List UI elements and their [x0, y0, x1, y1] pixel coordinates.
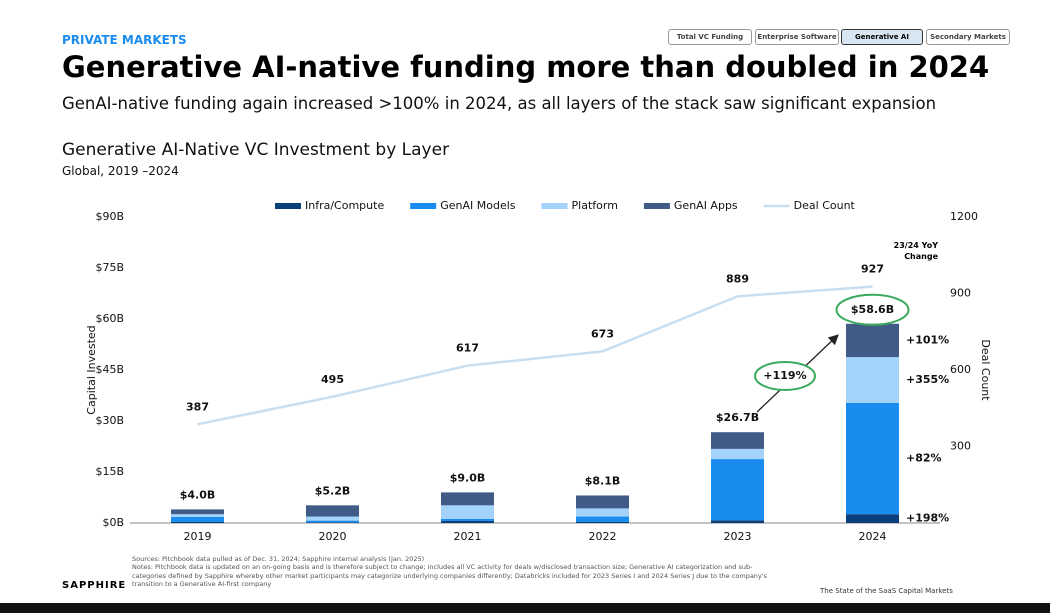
y-tick-label: $45B [95, 363, 124, 376]
total-label: $58.6B [851, 303, 894, 316]
bar-segment [306, 522, 359, 523]
bar-segment [576, 516, 629, 522]
bar-segment [846, 357, 899, 403]
legend-swatch [275, 203, 301, 209]
x-tick-label: 2021 [454, 530, 482, 543]
chart-title: Generative AI-Native VC Investment by La… [62, 140, 450, 160]
total-label: $26.7B [716, 411, 759, 424]
yoy-label: +82% [906, 452, 942, 465]
bar-segment [846, 323, 899, 358]
slide-subtitle: GenAI-native funding again increased >10… [62, 94, 937, 113]
y2-tick-label: 900 [950, 287, 971, 300]
y-tick-label: $15B [95, 465, 124, 478]
bar-segment [711, 448, 764, 460]
deal-count-label: 495 [321, 373, 344, 386]
brand: SAPPHIRE [62, 580, 127, 591]
sources: Sources: Pitchbook data pulled as of Dec… [132, 555, 425, 563]
legend-swatch [410, 203, 437, 209]
legend-swatch [541, 203, 568, 209]
slide-title: Generative AI-native funding more than d… [62, 50, 990, 84]
tab[interactable]: Enterprise Software [755, 29, 839, 45]
y2-tick-label: 300 [950, 440, 971, 453]
bar-segment [441, 520, 494, 523]
bar-segment [711, 459, 764, 521]
bar-segment [711, 520, 764, 523]
tab[interactable]: Secondary Markets [926, 29, 1010, 45]
bar-segment [171, 516, 224, 522]
total-label: $4.0B [180, 488, 216, 501]
bar-segment [306, 520, 359, 523]
total-label: $9.0B [450, 471, 486, 484]
deal-count-line [197, 285, 873, 426]
bottom-bar [0, 603, 1050, 613]
bar-segment [441, 518, 494, 521]
notes: Notes: Pitchbook data is updated on an o… [132, 563, 767, 588]
tab[interactable]: Generative AI [841, 29, 923, 45]
y-tick-label: $30B [95, 414, 124, 427]
deal-count-label: 889 [726, 272, 749, 285]
bar-segment [846, 402, 899, 515]
y-tick-label: $60B [95, 312, 124, 325]
legend-swatch [643, 203, 670, 209]
x-tick-label: 2024 [859, 530, 887, 543]
bar-segment [576, 508, 629, 517]
bar-segment [171, 514, 224, 517]
y2-axis-title: Deal Count [979, 339, 992, 401]
legend-label: GenAI Apps [674, 199, 738, 212]
deal-count-label: 673 [591, 327, 614, 340]
bar-segment [306, 516, 359, 521]
yoy-label: +101% [906, 333, 949, 346]
deal-count-label: 617 [456, 342, 479, 355]
deck-title: The State of the SaaS Capital Markets [820, 587, 953, 595]
bar-segment [846, 514, 899, 523]
yoy-label: +355% [906, 373, 949, 386]
bar-segment [711, 432, 764, 449]
legend-label: Deal Count [794, 199, 856, 212]
y-axis-title: Capital Invested [85, 325, 98, 414]
legend-label: Platform [572, 199, 618, 212]
y-tick-label: $0B [102, 516, 124, 529]
growth-ellipse [754, 361, 816, 391]
total-label: $5.2B [315, 484, 351, 497]
x-tick-label: 2022 [589, 530, 617, 543]
deal-count-label: 927 [861, 263, 884, 276]
bar-segment [441, 505, 494, 519]
legend-label: Infra/Compute [305, 199, 384, 212]
bar-segment [441, 492, 494, 506]
y-tick-label: $75B [95, 261, 124, 274]
chart-subtitle: Global, 2019 –2024 [62, 164, 179, 178]
deal-count-label: 387 [186, 400, 209, 413]
growth-label: +119% [763, 369, 806, 382]
x-tick-label: 2020 [319, 530, 347, 543]
y-tick-label: $90B [95, 210, 124, 223]
section-label: PRIVATE MARKETS [62, 33, 187, 47]
legend-label: GenAI Models [440, 199, 516, 212]
total-label: $8.1B [585, 474, 621, 487]
y2-tick-label: 1200 [950, 210, 978, 223]
bar-segment [576, 495, 629, 509]
y2-tick-label: 600 [950, 363, 971, 376]
yoy-title: 23/24 YoY Change [893, 241, 938, 261]
bar-segment [576, 521, 629, 523]
x-tick-label: 2023 [724, 530, 752, 543]
bar-segment [171, 521, 224, 523]
yoy-label: +198% [906, 512, 949, 525]
bar-segment [306, 505, 359, 517]
bar-segment [171, 509, 224, 515]
highlight-ellipse [835, 293, 910, 326]
tab[interactable]: Total VC Funding [668, 29, 752, 45]
x-tick-label: 2019 [184, 530, 212, 543]
